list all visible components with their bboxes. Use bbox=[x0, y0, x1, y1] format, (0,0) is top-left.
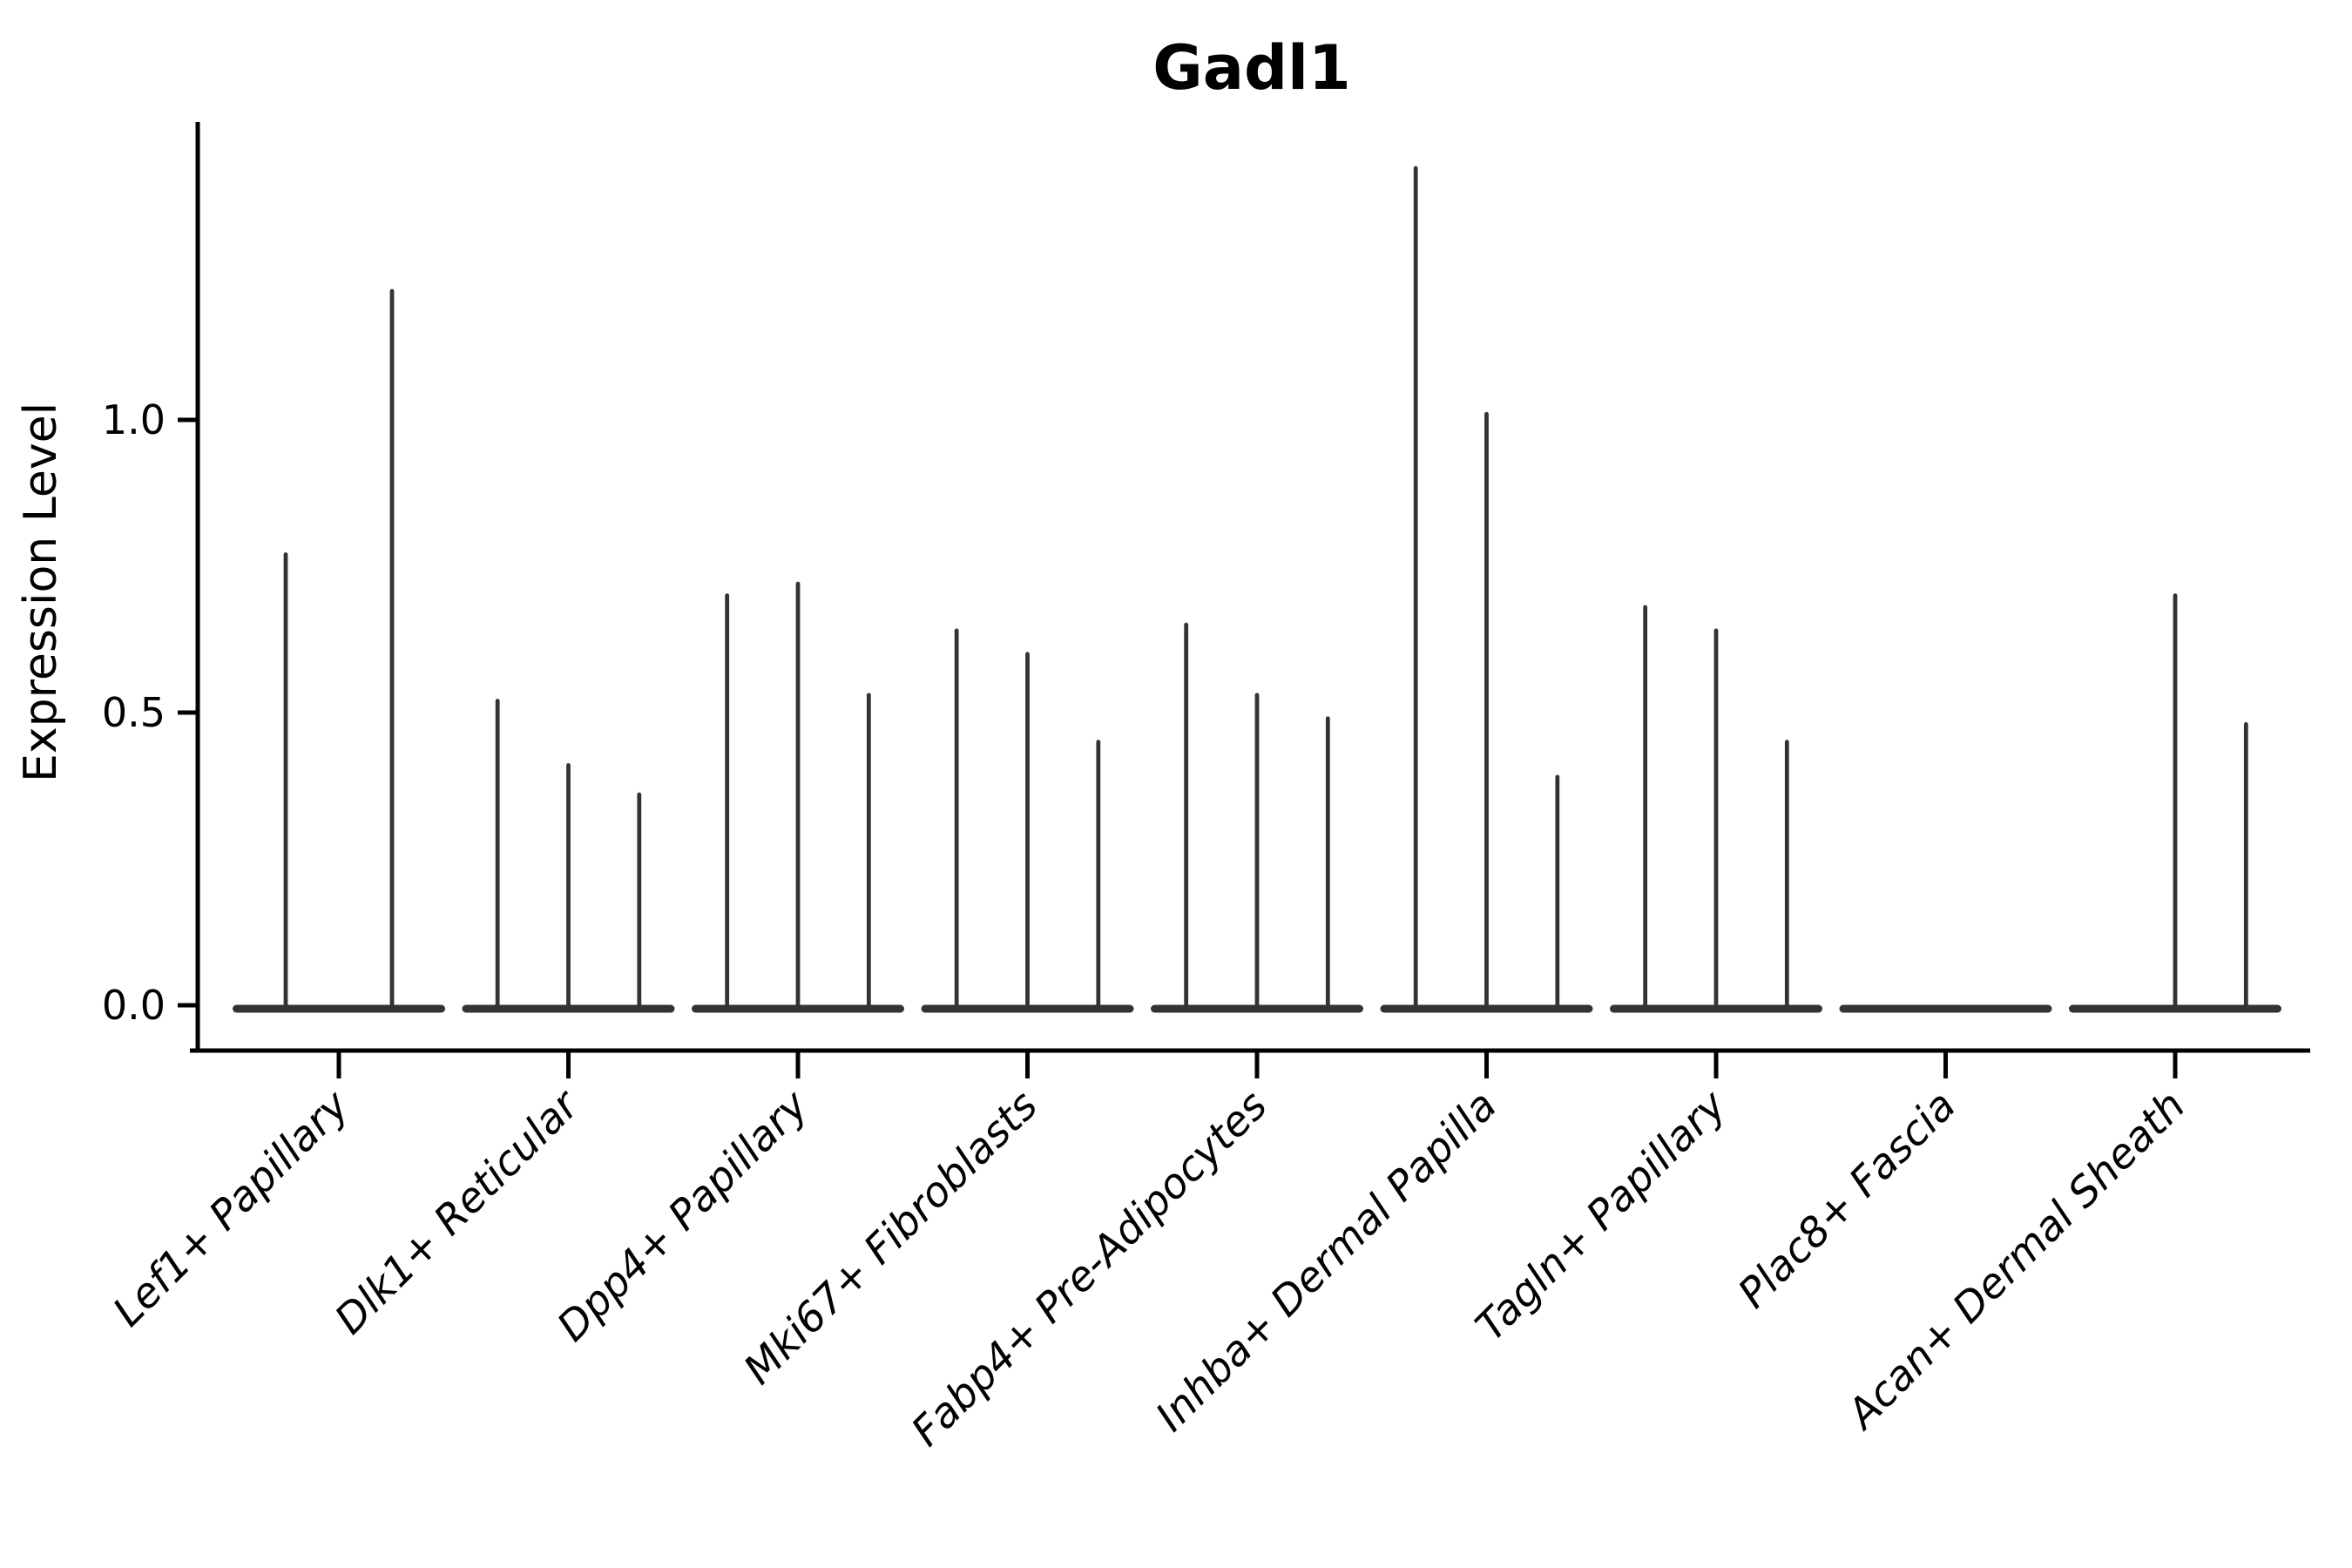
y-axis-ticks: 0.0 0.5 1.0 bbox=[102, 396, 198, 1029]
y-tick-label: 0.5 bbox=[102, 689, 166, 736]
x-tick-label: Dpp4+ Papillary bbox=[548, 1081, 818, 1351]
y-axis-label: Expression Level bbox=[15, 402, 67, 782]
plot-title: Gadl1 bbox=[1152, 32, 1351, 104]
violin-base bbox=[233, 1004, 445, 1013]
y-tick-label: 1.0 bbox=[102, 396, 166, 443]
violins bbox=[233, 166, 2281, 1013]
x-tick-label: Plac8+ Fascia bbox=[1729, 1082, 1965, 1318]
x-tick-label: Dlk1+ Reticular bbox=[326, 1080, 590, 1344]
y-tick-label: 0.0 bbox=[102, 982, 166, 1029]
violin-base bbox=[1839, 1004, 2052, 1013]
x-tick-label: Tagln+ Papillary bbox=[1467, 1081, 1737, 1351]
x-tick-label: Lef1+ Papillary bbox=[104, 1081, 359, 1336]
